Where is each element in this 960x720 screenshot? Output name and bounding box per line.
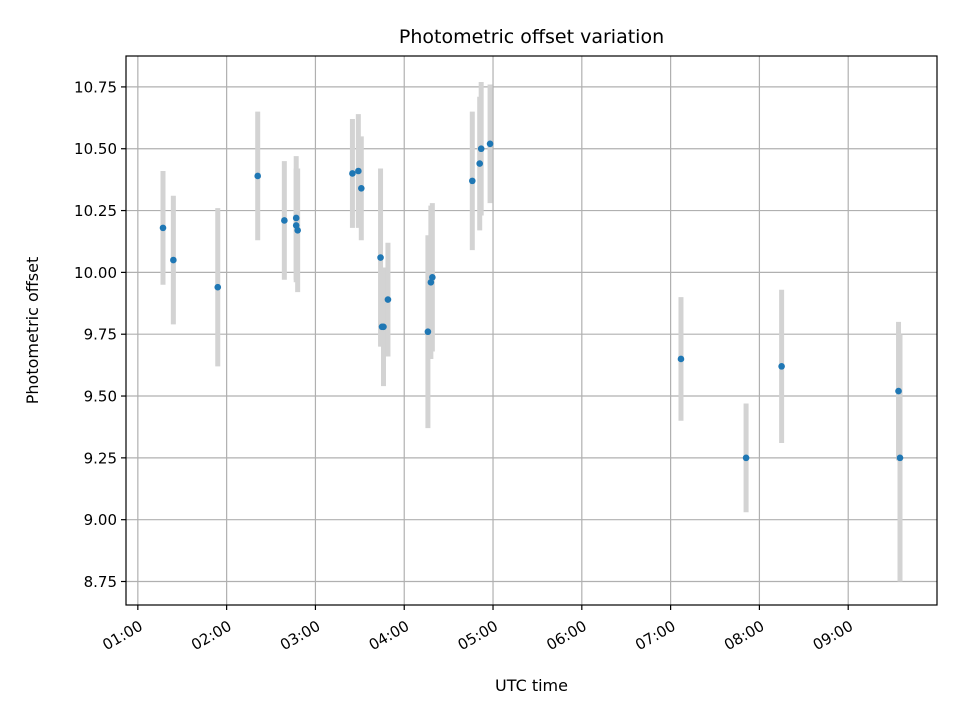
data-point	[254, 172, 262, 180]
data-point	[895, 387, 902, 395]
grid	[126, 56, 937, 605]
y-tick-label: 9.25	[84, 449, 117, 467]
data-point	[292, 214, 300, 222]
data-points	[159, 140, 904, 462]
x-tick-label: 06:00	[543, 617, 589, 654]
data-point	[677, 355, 685, 363]
data-point	[429, 274, 436, 281]
y-tick-label: 9.00	[84, 511, 117, 529]
data-point	[281, 217, 288, 224]
x-tick-label: 07:00	[632, 617, 678, 654]
data-point	[292, 222, 300, 229]
x-tick-label: 03:00	[277, 617, 323, 654]
data-point	[358, 185, 365, 192]
data-point	[742, 454, 750, 462]
data-point	[355, 167, 362, 175]
x-axis-ticks: 01:00 02:00 03:00 04:00 05:00 06:00 07:00 08:00…	[99, 605, 856, 654]
data-point	[159, 224, 167, 232]
y-tick-label: 9.50	[84, 388, 117, 406]
y-tick-label: 8.75	[84, 573, 117, 591]
data-point	[486, 140, 494, 148]
data-point	[380, 323, 387, 331]
error-bars	[160, 81, 903, 582]
y-axis-ticks: 8.75 9.00 9.25 9.50 9.75 10.00 10.25 10.50 10.75	[74, 78, 126, 591]
y-tick-label: 10.75	[74, 78, 117, 96]
data-point	[294, 227, 301, 234]
y-tick-label: 10.50	[74, 140, 117, 158]
x-tick-label: 04:00	[366, 617, 412, 654]
chart-title: Photometric offset variation	[399, 26, 664, 48]
data-point	[384, 296, 392, 303]
y-tick-label: 10.25	[74, 202, 117, 220]
x-tick-label: 08:00	[721, 617, 767, 654]
data-point	[377, 254, 384, 261]
data-point	[778, 363, 785, 370]
y-tick-label: 9.75	[84, 326, 117, 344]
x-tick-label: 01:00	[99, 617, 145, 654]
y-tick-label: 10.00	[74, 264, 117, 282]
x-axis-label: UTC time	[495, 676, 568, 695]
data-point	[214, 283, 222, 291]
data-point	[896, 454, 904, 462]
plot-frame	[125, 55, 938, 606]
data-point	[424, 328, 432, 336]
data-point	[170, 256, 177, 264]
data-point	[349, 170, 356, 177]
data-point	[427, 278, 435, 286]
data-point	[476, 160, 484, 167]
data-point	[477, 145, 485, 153]
x-tick-label: 05:00	[455, 617, 501, 654]
x-tick-label: 02:00	[188, 617, 234, 654]
data-point	[469, 177, 476, 185]
x-tick-label: 09:00	[810, 617, 856, 654]
y-axis-label: Photometric offset	[23, 257, 42, 405]
